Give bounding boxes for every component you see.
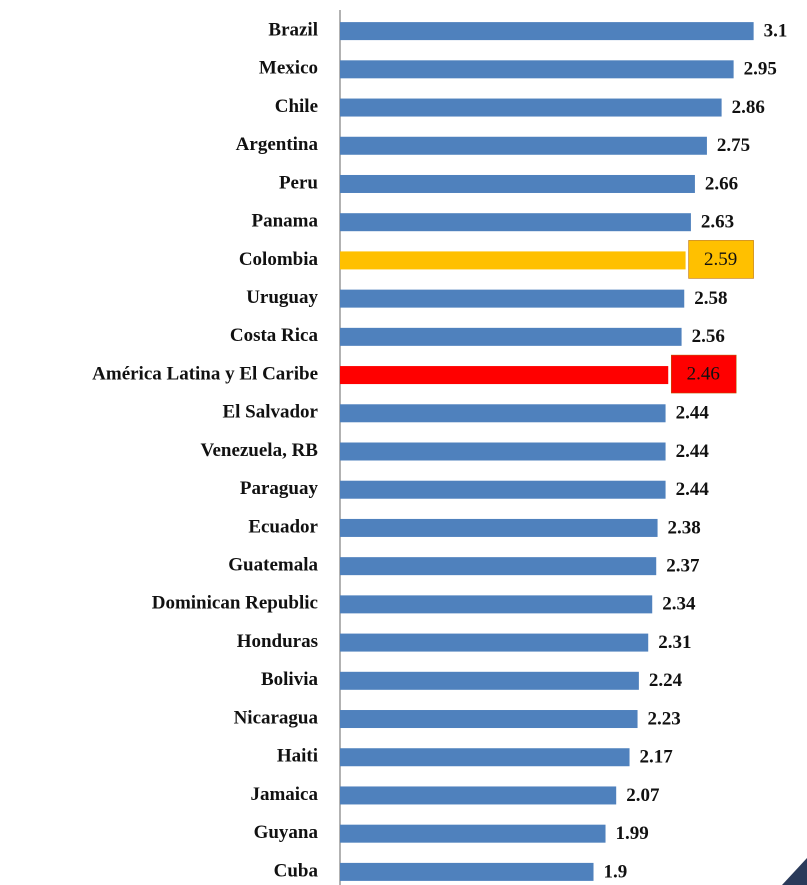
value-label: 2.86: [732, 97, 765, 118]
bar: [340, 633, 649, 652]
y-tick-label: El Salvador: [222, 402, 318, 423]
bar: [340, 786, 617, 805]
bar: [340, 136, 707, 155]
y-tick-label: Haiti: [277, 746, 318, 767]
value-label-box: [670, 354, 737, 394]
value-label: 2.66: [705, 173, 738, 194]
bar: [340, 366, 669, 385]
value-label: 2.56: [692, 326, 725, 347]
bar: [340, 404, 666, 423]
bar: [340, 595, 653, 614]
y-tick-label: Ecuador: [248, 516, 318, 537]
y-tick-label: Dominican Republic: [152, 593, 318, 614]
value-label: 2.07: [626, 785, 660, 806]
bar: [340, 22, 754, 41]
value-label: 2.95: [744, 59, 777, 80]
y-tick-label: Honduras: [237, 631, 318, 652]
value-label: 2.59: [704, 249, 737, 270]
bar: [340, 824, 606, 843]
value-label: 2.31: [658, 632, 691, 653]
bar: [340, 327, 682, 346]
value-label: 2.44: [676, 441, 710, 462]
value-label: 3.1: [764, 20, 788, 41]
y-tick-label: América Latina y El Caribe: [92, 363, 318, 384]
bar: [340, 213, 691, 232]
bar: [340, 557, 657, 576]
value-label-box: [688, 240, 754, 279]
value-label: 2.37: [666, 556, 700, 577]
value-label: 1.9: [604, 861, 628, 882]
bar: [340, 60, 734, 79]
value-label: 2.75: [717, 135, 750, 156]
y-tick-label: Uruguay: [246, 287, 318, 308]
y-tick-label: Jamaica: [250, 784, 318, 805]
y-tick-label: Nicaragua: [234, 707, 319, 728]
bar: [340, 480, 666, 499]
bar: [340, 862, 594, 881]
y-tick-label: Guyana: [254, 822, 319, 843]
value-label: 2.58: [694, 288, 727, 309]
value-label: 2.24: [649, 670, 683, 691]
value-label: 2.23: [648, 708, 681, 729]
bar: [340, 98, 722, 117]
value-label: 2.34: [662, 594, 696, 615]
value-label: 2.38: [668, 517, 701, 538]
y-tick-label: Colombia: [239, 249, 319, 270]
y-tick-label: Venezuela, RB: [200, 440, 318, 461]
bar: [340, 748, 630, 767]
y-tick-label: Costa Rica: [230, 325, 319, 346]
y-tick-label: Mexico: [259, 58, 318, 79]
y-tick-label: Panama: [252, 211, 319, 232]
y-tick-label: Brazil: [268, 19, 318, 40]
value-label: 2.46: [687, 363, 720, 384]
value-label: 2.17: [640, 747, 674, 768]
bar: [340, 710, 638, 729]
bar: [340, 174, 695, 193]
y-tick-label: Chile: [275, 96, 318, 117]
value-label: 2.44: [676, 479, 710, 500]
y-tick-label: Paraguay: [240, 478, 319, 499]
bar: [340, 289, 685, 308]
bar: [340, 442, 666, 461]
value-label: 1.99: [616, 823, 649, 844]
y-tick-label: Cuba: [274, 860, 319, 881]
y-tick-label: Argentina: [236, 134, 319, 155]
y-tick-label: Guatemala: [228, 555, 318, 576]
y-tick-label: Peru: [279, 172, 318, 193]
bar: [340, 671, 639, 690]
bar: [340, 518, 658, 537]
corner-decoration: [782, 858, 807, 885]
value-label: 2.44: [676, 403, 710, 424]
bar: [340, 251, 686, 270]
y-tick-label: Bolivia: [261, 669, 319, 690]
value-label: 2.63: [701, 212, 734, 233]
